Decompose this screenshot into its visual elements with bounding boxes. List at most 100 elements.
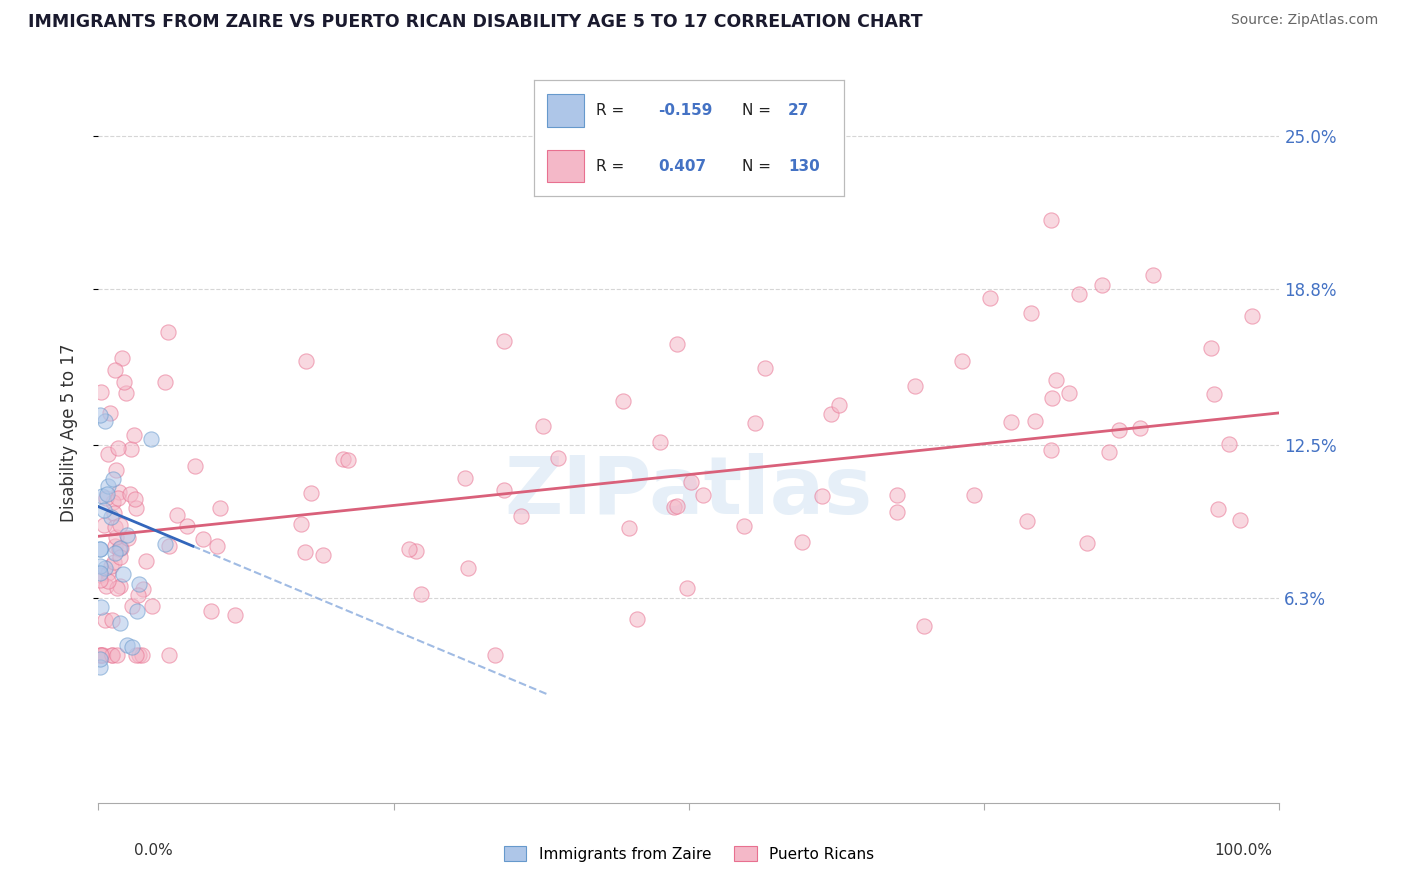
- Point: [184, 458, 207, 473]
- Point: [617, 520, 640, 534]
- Point: [665, 336, 688, 351]
- Point: [1040, 391, 1063, 405]
- Text: Source: ZipAtlas.com: Source: ZipAtlas.com: [1230, 13, 1378, 28]
- Point: [531, 419, 554, 434]
- Point: [89, 648, 111, 662]
- Point: [208, 500, 231, 515]
- Point: [110, 517, 132, 532]
- Point: [176, 518, 198, 533]
- Point: [141, 433, 163, 447]
- Point: [121, 640, 143, 655]
- Point: [121, 599, 143, 613]
- Point: [118, 487, 141, 501]
- Point: [295, 354, 318, 368]
- Point: [1199, 341, 1222, 355]
- Point: [166, 508, 188, 523]
- Point: [405, 544, 427, 558]
- Point: [754, 361, 776, 376]
- Point: [650, 434, 672, 449]
- Point: [108, 616, 131, 631]
- Point: [90, 648, 112, 662]
- Point: [128, 577, 150, 591]
- Point: [100, 510, 122, 524]
- Point: [1040, 212, 1063, 227]
- Point: [114, 385, 136, 400]
- Point: [886, 488, 908, 502]
- Point: [111, 351, 134, 365]
- Text: ZIPatlas: ZIPatlas: [505, 453, 873, 531]
- Point: [1019, 305, 1042, 319]
- Point: [200, 604, 222, 618]
- Point: [1204, 387, 1226, 401]
- Legend: Immigrants from Zaire, Puerto Ricans: Immigrants from Zaire, Puerto Ricans: [496, 838, 882, 869]
- Point: [90, 385, 112, 400]
- Point: [105, 648, 128, 662]
- Point: [547, 451, 569, 466]
- Point: [107, 441, 129, 455]
- Point: [103, 506, 125, 520]
- Point: [94, 491, 117, 505]
- Text: 0.407: 0.407: [658, 159, 706, 174]
- Text: N =: N =: [741, 103, 770, 118]
- Point: [157, 648, 180, 662]
- Point: [89, 573, 111, 587]
- Point: [122, 427, 145, 442]
- Point: [100, 559, 122, 574]
- Point: [290, 516, 312, 531]
- Point: [510, 509, 533, 524]
- Point: [492, 483, 515, 497]
- Point: [108, 541, 131, 556]
- Point: [950, 354, 973, 368]
- Point: [676, 581, 699, 595]
- Point: [294, 545, 316, 559]
- Point: [104, 520, 127, 534]
- Point: [132, 582, 155, 597]
- Point: [1229, 513, 1251, 527]
- Point: [1240, 309, 1263, 323]
- Point: [457, 561, 479, 575]
- Point: [299, 486, 322, 500]
- Point: [110, 550, 132, 565]
- Point: [94, 579, 117, 593]
- Point: [912, 619, 935, 633]
- Point: [454, 471, 477, 485]
- Point: [191, 532, 214, 546]
- Point: [1218, 437, 1240, 451]
- Point: [828, 398, 851, 412]
- Point: [115, 638, 138, 652]
- Point: [1045, 373, 1067, 387]
- Point: [311, 548, 333, 562]
- Point: [1129, 420, 1152, 434]
- Point: [1076, 536, 1098, 550]
- Point: [94, 414, 117, 428]
- Point: [97, 479, 120, 493]
- Point: [224, 607, 246, 622]
- Point: [105, 530, 128, 544]
- Point: [157, 325, 180, 339]
- Point: [963, 488, 986, 502]
- Point: [89, 652, 111, 666]
- Point: [612, 394, 634, 409]
- Point: [89, 568, 111, 582]
- Point: [103, 554, 125, 568]
- Text: R =: R =: [596, 159, 624, 174]
- Point: [141, 599, 163, 614]
- Point: [101, 472, 124, 486]
- FancyBboxPatch shape: [547, 95, 583, 127]
- Text: 100.0%: 100.0%: [1215, 843, 1272, 858]
- Point: [128, 648, 150, 662]
- Point: [115, 528, 138, 542]
- Point: [692, 488, 714, 502]
- Point: [90, 648, 112, 662]
- Point: [681, 475, 703, 489]
- Point: [110, 579, 132, 593]
- Text: 130: 130: [787, 159, 820, 174]
- Point: [93, 502, 115, 516]
- Point: [1040, 443, 1063, 458]
- Point: [89, 559, 111, 574]
- Point: [91, 648, 114, 662]
- Point: [101, 613, 124, 627]
- Point: [1000, 415, 1022, 429]
- Point: [125, 648, 148, 662]
- Point: [97, 448, 120, 462]
